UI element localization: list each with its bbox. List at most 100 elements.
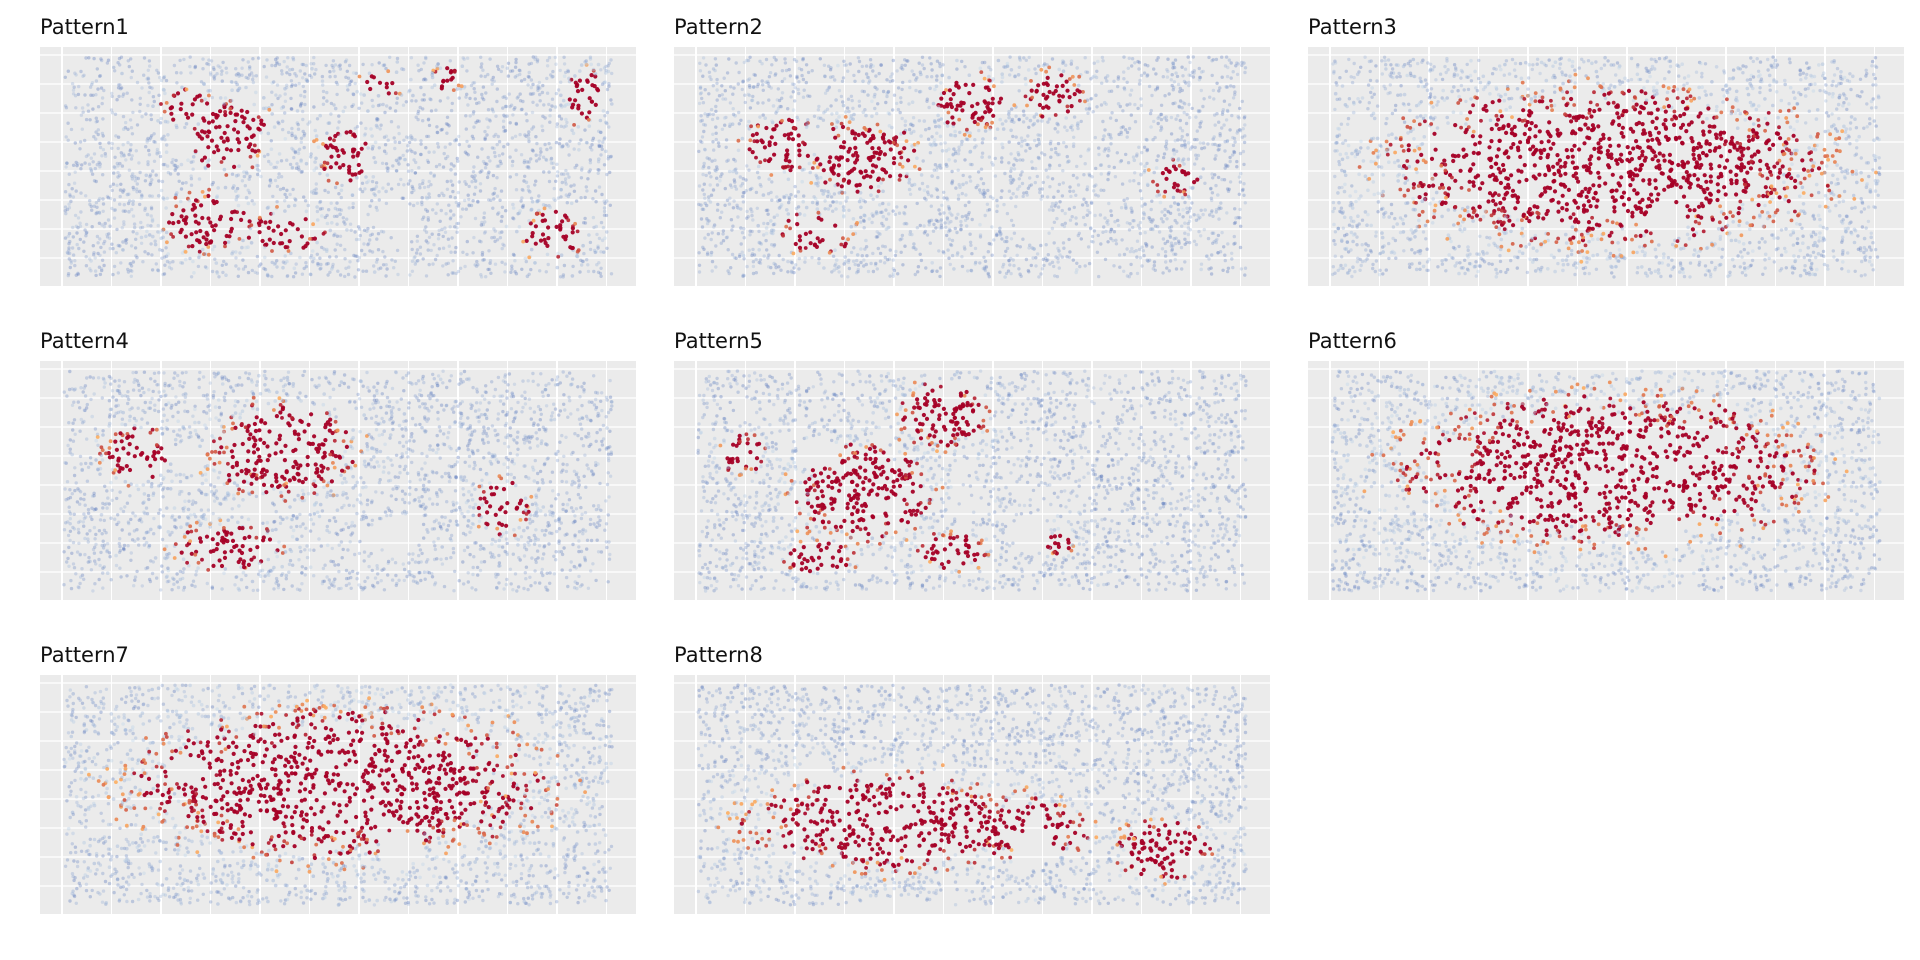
spot: [101, 117, 105, 121]
spot: [833, 135, 838, 140]
spot: [217, 275, 221, 279]
spot: [576, 125, 581, 129]
spot: [1089, 201, 1094, 205]
spot: [242, 170, 246, 174]
spot: [92, 253, 96, 257]
spot: [789, 119, 795, 124]
spot: [746, 78, 750, 82]
spot: [939, 117, 944, 121]
spot: [1000, 156, 1004, 160]
spot: [853, 79, 857, 83]
facet-title: Pattern1: [40, 14, 129, 40]
spot: [472, 192, 477, 196]
spot: [328, 255, 332, 259]
spot: [834, 98, 838, 102]
spot: [129, 126, 134, 130]
spot: [790, 137, 796, 142]
spot: [948, 97, 953, 102]
spot: [1093, 74, 1097, 78]
spot: [795, 74, 799, 79]
spot: [1218, 132, 1222, 136]
spot: [1186, 55, 1190, 59]
spot: [106, 58, 111, 62]
spot: [809, 181, 814, 185]
spot: [478, 170, 482, 174]
spot: [540, 232, 546, 237]
spot: [78, 224, 83, 228]
spot: [737, 70, 741, 75]
spot: [603, 236, 607, 240]
spot: [777, 265, 781, 269]
spot: [1009, 68, 1014, 72]
spot: [397, 156, 401, 160]
spot: [396, 272, 400, 277]
spot: [335, 208, 340, 212]
spot: [932, 222, 936, 227]
spot: [347, 63, 352, 68]
spot: [1037, 102, 1042, 108]
spot: [436, 145, 441, 149]
spot: [715, 183, 720, 187]
spot: [1195, 129, 1199, 133]
spot: [721, 239, 726, 243]
spot: [1212, 240, 1216, 244]
spot: [769, 173, 774, 177]
spot: [752, 85, 756, 89]
spot: [504, 104, 509, 109]
spot: [730, 228, 734, 232]
spot: [430, 232, 434, 236]
spot: [605, 87, 610, 92]
spot: [297, 168, 301, 172]
spot: [1160, 127, 1164, 131]
spot: [981, 266, 985, 271]
spot: [66, 272, 71, 276]
spot: [714, 265, 718, 269]
spot: [275, 205, 279, 209]
spot: [701, 56, 706, 60]
spot: [593, 102, 598, 107]
spot: [917, 90, 922, 94]
spot: [966, 212, 971, 217]
spot: [472, 110, 476, 114]
spot: [525, 119, 529, 123]
spot: [372, 156, 376, 160]
spot: [486, 267, 490, 272]
spot: [536, 84, 540, 88]
spot: [510, 267, 514, 271]
spot: [1122, 198, 1126, 202]
spot: [155, 150, 159, 154]
spot: [565, 201, 569, 205]
spot: [303, 72, 307, 76]
spot: [870, 220, 874, 225]
spot: [831, 126, 836, 132]
spot: [740, 250, 744, 254]
spot: [471, 251, 475, 255]
spot: [908, 79, 912, 83]
spot: [1178, 126, 1183, 130]
spot: [278, 94, 282, 98]
spot: [319, 262, 323, 267]
spot: [785, 208, 789, 212]
spot: [479, 65, 483, 69]
spot: [1181, 207, 1185, 212]
spot: [966, 137, 970, 142]
spot: [199, 203, 204, 208]
spot: [134, 149, 138, 153]
spot: [456, 190, 460, 195]
spot: [84, 255, 88, 259]
spot: [479, 74, 483, 78]
spot: [493, 186, 497, 191]
spot: [1191, 55, 1195, 59]
spot: [184, 181, 188, 185]
spot: [829, 104, 833, 108]
spot: [797, 165, 802, 170]
spot: [1220, 112, 1225, 117]
spot: [487, 170, 491, 174]
spot: [203, 252, 207, 256]
spot: [1061, 60, 1066, 64]
spot: [381, 63, 386, 68]
spot: [233, 119, 238, 124]
spot: [900, 233, 905, 238]
spot: [726, 269, 730, 273]
